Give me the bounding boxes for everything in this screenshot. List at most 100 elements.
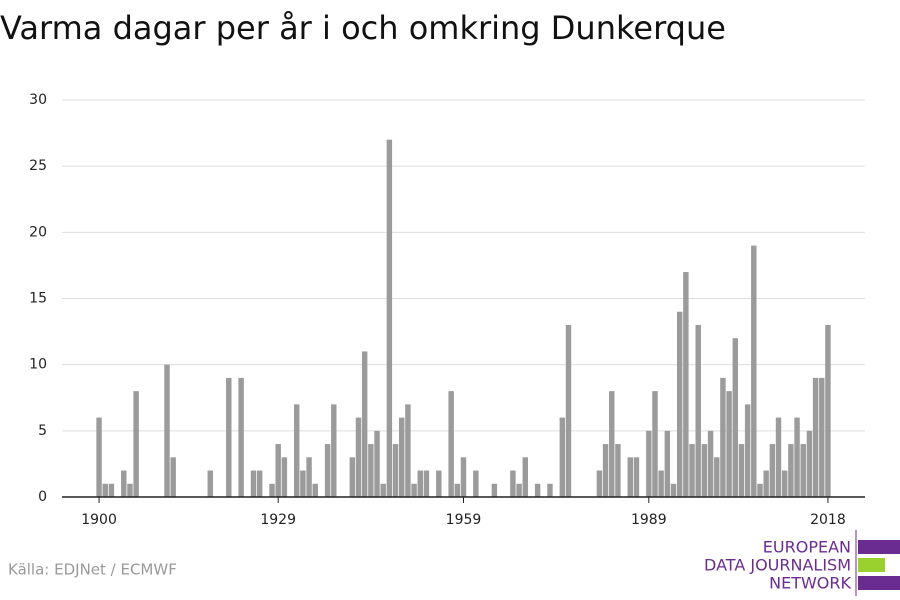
y-tick-label: 5 [38,423,47,439]
y-tick-label: 25 [29,158,47,174]
bar [312,483,318,497]
bar [683,272,689,497]
bar [714,457,720,497]
bar [689,444,695,497]
bar [547,483,553,497]
bar [670,483,677,497]
bar [726,391,732,497]
bar [615,444,621,497]
bar [368,444,374,497]
logo: EUROPEAN DATA JOURNALISM NETWORK [704,530,900,596]
bar [411,483,417,497]
bar [695,324,701,497]
bar [627,457,633,497]
y-tick-label: 0 [38,489,47,505]
bar [207,470,213,497]
bar [534,483,541,497]
bar [676,311,683,497]
bar [108,483,115,497]
bar [361,351,368,497]
bar [102,483,108,497]
bar [701,444,708,497]
x-tick-label: 1929 [260,512,296,528]
bar [386,139,393,497]
bar [633,457,640,497]
bar [417,470,423,497]
bar [559,417,566,497]
x-tick-label: 2018 [810,512,846,528]
bar [707,430,714,497]
bar [781,470,788,497]
logo-bar [858,558,885,572]
bar [306,457,312,497]
bar [269,483,275,497]
bar [300,470,306,497]
bar [121,470,127,497]
bar [374,430,380,497]
bar [491,483,498,497]
bar [473,470,479,497]
x-tick-label: 1900 [81,512,117,528]
bar [522,457,528,497]
bar [405,404,411,497]
bar [720,377,726,497]
bar [652,391,658,497]
logo-text: NETWORK [769,574,851,593]
bar [732,338,739,497]
bar [324,444,331,497]
bar [744,404,751,497]
bar [806,430,813,497]
bar [763,470,769,497]
bar [800,444,806,497]
y-tick-label: 15 [29,291,47,307]
bar [448,391,454,497]
bar [510,470,516,497]
chart-title: Varma dagar per år i och omkring Dunkerq… [0,9,726,47]
bar [751,245,757,497]
bar [96,417,102,497]
bar [281,457,288,497]
bar [133,391,139,497]
bar [238,377,244,497]
bar [516,483,522,497]
bar [602,444,609,497]
bar [658,470,664,497]
y-tick-label: 10 [29,357,47,373]
x-tick-label: 1989 [631,512,667,528]
bar [788,444,794,497]
y-tick-label: 30 [29,92,47,108]
bar [423,470,430,497]
bar [609,391,615,497]
bar [250,470,257,497]
bar [127,483,133,497]
bar [757,483,763,497]
bar [275,444,281,497]
bar [294,404,300,497]
bar [825,324,831,497]
bar [349,457,356,497]
bar [596,470,603,497]
x-tick-label: 1959 [446,512,482,528]
logo-text: DATA JOURNALISM [704,556,851,575]
bar [460,457,467,497]
bar [775,417,782,497]
bar [738,444,745,497]
bar [331,404,337,497]
bar [819,377,825,497]
bar [226,377,232,497]
bar [565,324,572,497]
bar [454,483,461,497]
logo-text: EUROPEAN [763,538,851,557]
bar [646,430,652,497]
y-tick-label: 20 [29,224,47,240]
bar [436,470,442,497]
bar [170,457,176,497]
bar [392,444,399,497]
bar [355,417,362,497]
bar [256,470,263,497]
logo-bar [858,540,900,554]
bar [794,417,800,497]
bar [399,417,405,497]
bar [664,430,671,497]
bar [164,364,170,497]
